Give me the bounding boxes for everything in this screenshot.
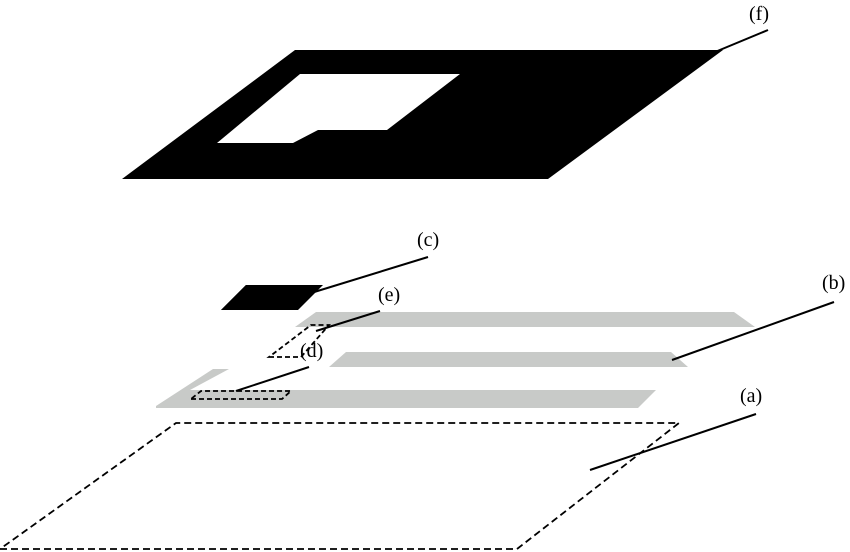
layer-a-base-shape: [0, 422, 682, 550]
layer-f-black-plate: (f): [122, 3, 769, 179]
layer-e-dashed-pad: (e): [266, 284, 400, 358]
layer-d-dashed-pad: (d): [188, 340, 323, 400]
leader-line-c: [297, 256, 429, 298]
label-b: (b): [822, 272, 845, 294]
label-d: (d): [300, 340, 323, 362]
label-c: (c): [417, 229, 439, 251]
leader-line-f: [714, 29, 769, 53]
layer-e-pad-shape: [266, 324, 331, 358]
gray-strip-top: [295, 312, 755, 327]
leader-line-e: [315, 310, 381, 332]
label-e: (e): [378, 284, 400, 306]
layer-d-pad-shape: [188, 390, 294, 400]
gray-strip-middle: [329, 352, 688, 367]
gray-strip-bottom: [156, 369, 656, 408]
layer-a-dashed-base: (a): [0, 385, 762, 550]
leader-line-d: [235, 366, 310, 392]
leader-line-b: [671, 301, 835, 361]
label-f: (f): [749, 3, 769, 25]
layer-f-plate-shape: [122, 50, 723, 179]
layer-c-black-pad: (c): [221, 229, 439, 310]
label-a: (a): [740, 385, 762, 407]
layer-c-pad-fill: [221, 285, 323, 310]
leader-line-a: [589, 413, 757, 471]
